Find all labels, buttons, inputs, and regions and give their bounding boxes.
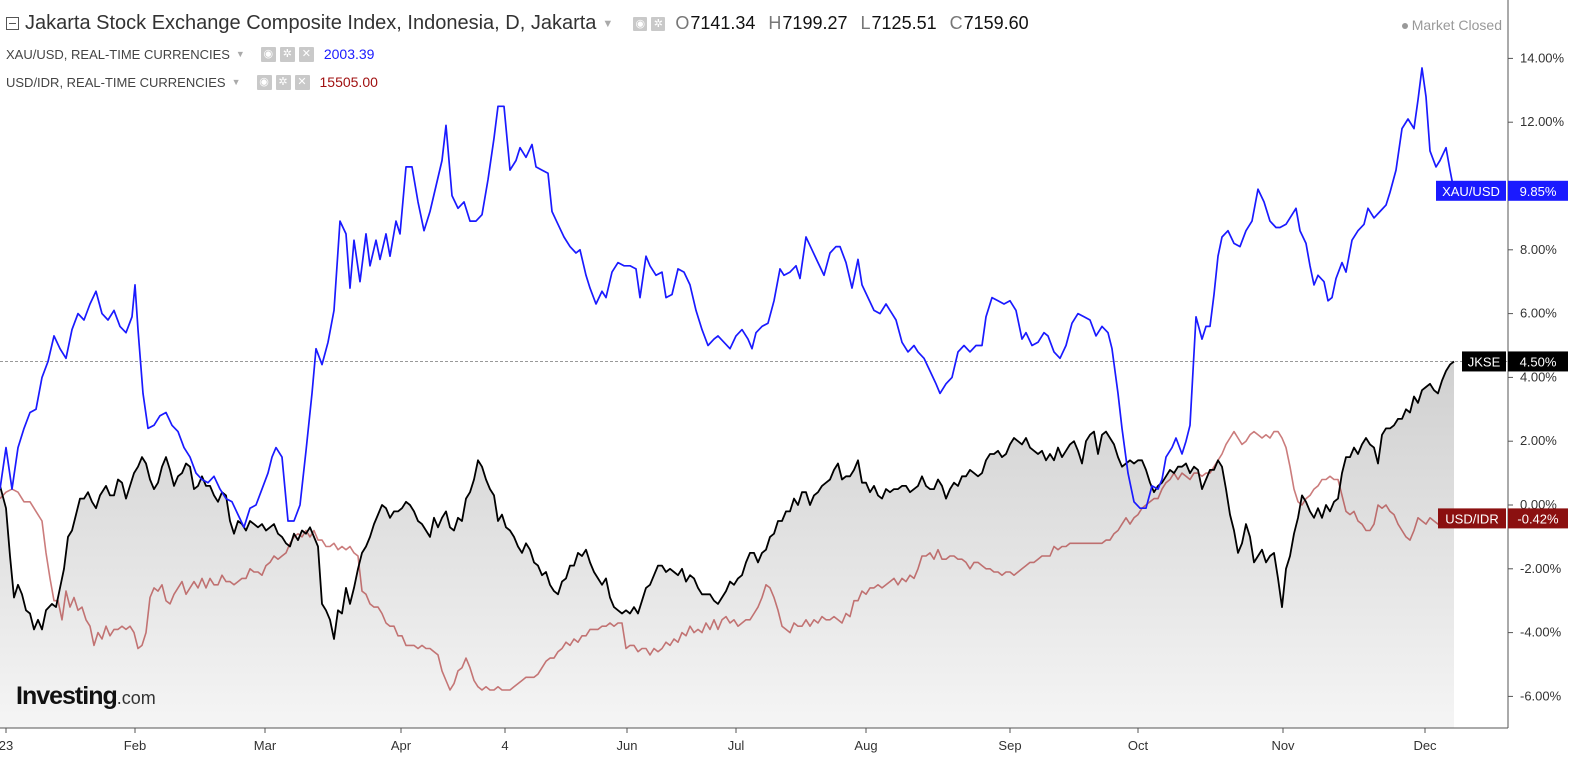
usd-idr-line [0, 430, 1455, 691]
xau-usd-line [0, 67, 1455, 529]
collapse-icon[interactable] [6, 17, 19, 30]
comparison-label: XAU/USD, REAL-TIME CURRENCIES [6, 46, 230, 62]
y-tick-label: 6.00% [1520, 306, 1557, 321]
chevron-down-icon[interactable]: ▼ [231, 77, 241, 87]
x-tick-label: 23 [0, 738, 13, 753]
market-status: Market Closed [1401, 17, 1502, 33]
xau-value-label: 9.85% [1520, 184, 1557, 199]
high-key: H [768, 13, 782, 33]
usd-idr-name-tag [1438, 508, 1506, 529]
x-tick-label: Jul [728, 738, 745, 753]
gear-icon[interactable]: ✲ [275, 74, 291, 90]
investing-logo: Investing.com [16, 682, 156, 711]
y-tick-label: 12.00% [1520, 114, 1565, 129]
jkse-area-fill [0, 361, 1454, 728]
jkse-line [0, 360, 1455, 640]
close-icon[interactable]: ✕ [298, 46, 314, 62]
y-tick-label: 8.00% [1520, 242, 1557, 257]
open-key: O [675, 13, 690, 33]
eye-icon[interactable]: ◉ [260, 46, 276, 62]
high-value: 7199.27 [782, 13, 848, 33]
ohlc-readout: O7141.34 H7199.27 L7125.51 C7159.60 [675, 13, 1036, 34]
y-tick-label: 0.00% [1520, 497, 1557, 512]
usd-idr-name-label: USD/IDR [1445, 511, 1498, 526]
y-tick-label: 2.00% [1520, 433, 1557, 448]
jkse-name-tag [1462, 351, 1506, 372]
comparison-value: 15505.00 [319, 74, 378, 90]
x-tick-label: Nov [1271, 738, 1295, 753]
eye-icon[interactable]: ◉ [633, 16, 648, 31]
usd-idr-value-tag [1508, 508, 1568, 529]
chevron-down-icon[interactable]: ▼ [235, 49, 245, 59]
jkse-value-tag [1508, 351, 1568, 372]
close-value: 7159.60 [963, 13, 1029, 33]
logo-brand: Investing [16, 682, 118, 710]
chart-header: Jakarta Stock Exchange Composite Index, … [6, 12, 1037, 35]
comparison-label: USD/IDR, REAL-TIME CURRENCIES [6, 74, 226, 90]
chevron-down-icon[interactable]: ▼ [602, 17, 614, 30]
eye-icon[interactable]: ◉ [256, 74, 272, 90]
chart-title: Jakarta Stock Exchange Composite Index, … [25, 12, 597, 34]
x-tick-label: Feb [124, 738, 146, 753]
y-tick-label: -6.00% [1520, 688, 1562, 703]
x-tick-label: Oct [1128, 738, 1149, 753]
xau-name-tag [1436, 180, 1506, 201]
low-value: 7125.51 [871, 13, 937, 33]
gear-icon[interactable]: ✲ [651, 16, 666, 31]
x-tick-label: Mar [254, 738, 277, 753]
low-key: L [860, 13, 871, 33]
xau-name-label: XAU/USD [1442, 184, 1500, 199]
logo-suffix: .com [116, 688, 156, 708]
x-tick-label: Sep [998, 738, 1021, 753]
x-tick-label: 4 [501, 738, 508, 753]
x-tick-label: Jun [617, 738, 638, 753]
status-dot-icon [1401, 23, 1408, 30]
x-tick-label: Aug [854, 738, 877, 753]
xau-value-tag [1508, 180, 1568, 201]
gear-icon[interactable]: ✲ [279, 46, 295, 62]
y-tick-label: -2.00% [1520, 561, 1562, 576]
usd-idr-value-label: -0.42% [1517, 511, 1559, 526]
x-tick-label: Apr [391, 738, 412, 753]
open-value: 7141.34 [690, 13, 756, 33]
jkse-value-label: 4.50% [1520, 354, 1557, 369]
comparison-row-xau: XAU/USD, REAL-TIME CURRENCIES ▼ ◉ ✲ ✕ 20… [6, 46, 374, 62]
y-tick-label: 14.00% [1520, 50, 1565, 65]
jkse-name-label: JKSE [1468, 354, 1501, 369]
close-icon[interactable]: ✕ [294, 74, 310, 90]
close-key: C [949, 13, 963, 33]
market-status-text: Market Closed [1411, 17, 1502, 33]
y-tick-label: 4.00% [1520, 369, 1557, 384]
x-tick-label: Dec [1413, 738, 1437, 753]
comparison-value: 2003.39 [323, 46, 375, 62]
comparison-row-idr: USD/IDR, REAL-TIME CURRENCIES ▼ ◉ ✲ ✕ 15… [6, 74, 378, 90]
y-tick-label: -4.00% [1520, 625, 1562, 640]
